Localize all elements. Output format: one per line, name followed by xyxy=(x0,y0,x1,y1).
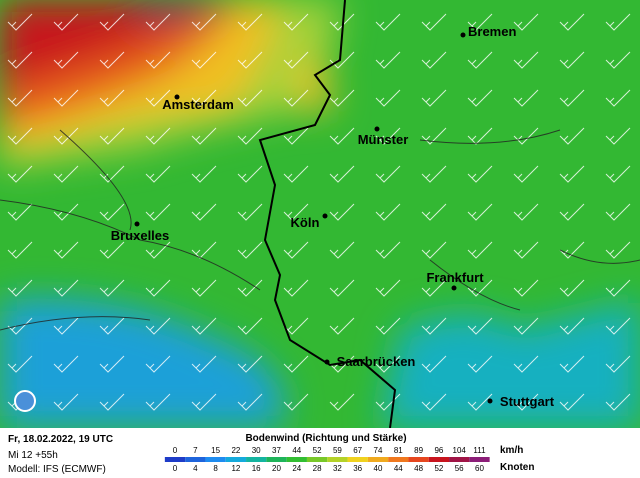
legend-swatch xyxy=(266,457,287,462)
knots-label: 56 xyxy=(455,464,464,473)
kmh-label: 96 xyxy=(434,446,443,455)
kmh-label: 0 xyxy=(173,446,178,455)
kmh-label: 81 xyxy=(394,446,403,455)
legend-swatch xyxy=(246,457,267,462)
kmh-label: 15 xyxy=(211,446,220,455)
legend: 0074158221230163720442452285932673674408… xyxy=(164,446,490,473)
logo xyxy=(14,390,36,412)
legend-swatch xyxy=(327,457,348,462)
kmh-unit: km/h xyxy=(500,445,523,456)
city-dot xyxy=(374,126,380,132)
city-dot xyxy=(487,398,493,404)
knots-label: 16 xyxy=(252,464,261,473)
kmh-label: 7 xyxy=(193,446,198,455)
kmh-label: 89 xyxy=(414,446,423,455)
model: Modell: IFS (ECMWF) xyxy=(8,464,106,475)
legend-swatch xyxy=(225,457,247,462)
city-dot xyxy=(460,32,466,38)
knots-label: 28 xyxy=(313,464,322,473)
knots-label: 52 xyxy=(434,464,443,473)
legend-swatch xyxy=(185,457,206,462)
kmh-label: 59 xyxy=(333,446,342,455)
kmh-label: 22 xyxy=(231,446,240,455)
knots-label: 20 xyxy=(272,464,281,473)
legend-swatch xyxy=(388,457,409,462)
legend-swatch xyxy=(449,457,470,462)
city-dot xyxy=(324,359,330,365)
kmh-label: 52 xyxy=(313,446,322,455)
knots-label: 48 xyxy=(414,464,423,473)
date: Fr, 18.02.2022, 19 UTC xyxy=(8,434,113,445)
legend-title: Bodenwind (Richtung und Stärke) xyxy=(245,433,406,444)
kmh-label: 37 xyxy=(272,446,281,455)
kmh-label: 44 xyxy=(292,446,301,455)
knots-label: 32 xyxy=(333,464,342,473)
city-label: Köln xyxy=(291,215,320,230)
legend-swatch xyxy=(205,457,226,462)
city-dot xyxy=(174,94,180,100)
kmh-label: 111 xyxy=(473,446,486,455)
knots-unit: Knoten xyxy=(500,462,534,473)
run: Mi 12 +55h xyxy=(8,450,58,461)
knots-label: 40 xyxy=(374,464,383,473)
kmh-label: 104 xyxy=(453,446,467,455)
city-label: Bruxelles xyxy=(111,228,170,243)
knots-label: 36 xyxy=(353,464,362,473)
legend-swatch xyxy=(469,457,490,462)
legend-swatch xyxy=(164,457,186,462)
city-label: Stuttgart xyxy=(500,394,555,409)
knots-label: 60 xyxy=(475,464,484,473)
city-dot xyxy=(322,213,328,219)
knots-label: 4 xyxy=(193,464,198,473)
knots-label: 24 xyxy=(292,464,301,473)
map xyxy=(0,0,640,429)
legend-swatch xyxy=(347,457,368,462)
city-label: Amsterdam xyxy=(162,97,234,112)
city-dot xyxy=(134,221,140,227)
city-label: Münster xyxy=(358,132,409,147)
legend-swatch xyxy=(306,457,328,462)
legend-swatch xyxy=(286,457,307,462)
cities: Bremen Amsterdam Münster Bruxelles Köln Frank… xyxy=(111,24,555,409)
legend-swatch xyxy=(408,457,429,462)
kmh-label: 30 xyxy=(252,446,261,455)
legend-swatch xyxy=(428,457,450,462)
knots-label: 0 xyxy=(173,464,178,473)
footer xyxy=(0,428,640,478)
legend-swatch xyxy=(367,457,389,462)
city-label: Frankfurt xyxy=(426,270,484,285)
city-label: Bremen xyxy=(468,24,516,39)
knots-label: 8 xyxy=(213,464,218,473)
city-label: Saarbrücken xyxy=(337,354,416,369)
kmh-label: 74 xyxy=(374,446,383,455)
knots-label: 12 xyxy=(231,464,240,473)
knots-label: 44 xyxy=(394,464,403,473)
kmh-label: 67 xyxy=(353,446,362,455)
city-dot xyxy=(451,285,457,291)
